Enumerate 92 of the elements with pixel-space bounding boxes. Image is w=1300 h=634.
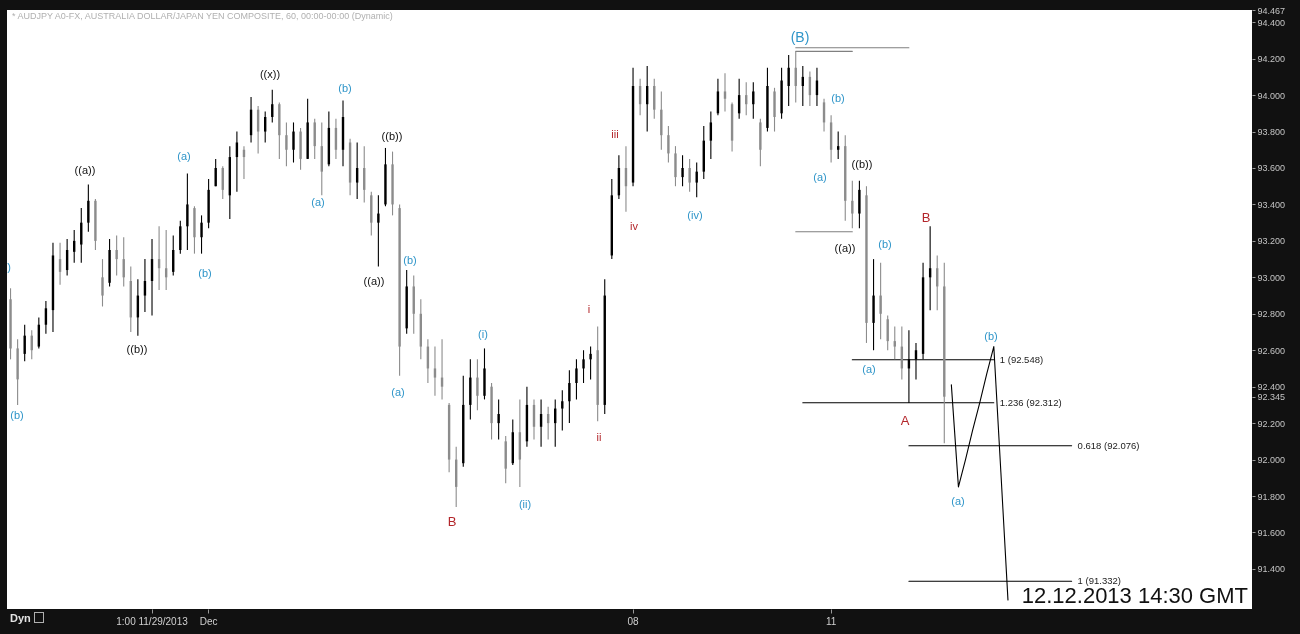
x-tick-label: 1:00 11/29/2013 [116, 615, 189, 627]
y-tick-label: 93.800 [1257, 127, 1286, 138]
text: Dyn [10, 612, 32, 624]
annotation: (b) [338, 82, 352, 94]
candlestick [186, 172, 189, 251]
candlestick [787, 54, 790, 107]
annotation: (i) [478, 328, 488, 340]
candlestick [476, 358, 479, 411]
y-tick-label: 91.800 [1257, 491, 1286, 502]
annotation: ) [7, 261, 11, 273]
candlestick [377, 194, 380, 267]
candlestick [292, 121, 295, 164]
candlestick [391, 151, 394, 216]
annotation: iii [611, 128, 619, 140]
y-tick-label: 92.400 [1257, 382, 1286, 393]
annotation: i [587, 303, 591, 315]
candlestick [497, 398, 500, 441]
annotation: ((a)) [74, 164, 96, 176]
annotation: (B) [790, 29, 810, 45]
annotation: ((b)) [851, 158, 873, 170]
annotation: (a) [391, 386, 405, 398]
y-tick-label: 92.600 [1257, 345, 1286, 356]
candlestick [582, 349, 585, 384]
candlestick [23, 324, 26, 362]
annotation: (a) [311, 196, 325, 208]
y-tick-label: 91.400 [1257, 564, 1286, 575]
candlestick [723, 72, 727, 113]
x-tick-label: Dec [199, 615, 218, 627]
annotation: (ii) [518, 498, 532, 510]
chart-title: * AUDJPY A0-FX, AUSTRALIA DOLLAR/JAPAN YEN COMPOSITE, 60, 00:00-00:00 (Dynamic) [12, 11, 393, 21]
y-tick-label: 92.000 [1257, 455, 1286, 466]
annotation: (a) [862, 363, 876, 375]
annotation: ((b)) [381, 130, 403, 142]
candlestick [179, 220, 182, 255]
annotation: (b) [831, 92, 845, 104]
annotation: (b) [984, 330, 998, 342]
x-tick-label: 08 [627, 615, 640, 627]
series-label: 0.618 (92.076) [1077, 439, 1140, 451]
annotation: ((b)) [126, 343, 148, 355]
candlestick [886, 315, 889, 351]
candlestick [285, 121, 288, 167]
candlestick [433, 346, 437, 397]
candlestick [483, 347, 486, 400]
annotation: iv [630, 220, 639, 232]
candlestick [773, 87, 776, 133]
candlestick [674, 145, 677, 187]
annotation: A [900, 413, 910, 428]
candlestick [214, 158, 217, 187]
annotation: (b) [878, 238, 892, 250]
annotation: (b) [403, 254, 417, 266]
candlestick [893, 325, 896, 360]
annotation: (a) [813, 171, 827, 183]
annotation: ((a)) [363, 275, 385, 287]
series-label: 1.236 (92.312) [999, 396, 1062, 408]
candlestick [101, 258, 104, 308]
annotation: B [921, 210, 931, 225]
annotation: B [447, 514, 457, 529]
series-label: 1 (92.548) [999, 353, 1044, 365]
candlestick [575, 358, 578, 400]
y-tick-label: 93.600 [1257, 163, 1286, 174]
candlestick [200, 214, 203, 255]
candlestick [879, 262, 882, 340]
y-tick-label: 93.400 [1257, 199, 1286, 210]
y-tick-label: 93.000 [1257, 272, 1286, 283]
annotation: (iv) [687, 209, 703, 221]
y-tick-label: 94.400 [1257, 17, 1286, 28]
annotation: (a) [177, 150, 191, 162]
annotation: ii [596, 431, 602, 443]
annotation: ((x)) [259, 68, 281, 80]
y-tick-label: 94.200 [1257, 54, 1286, 65]
y-tick-label: 94.467 [1257, 5, 1286, 16]
x-tick-label: 11 [825, 615, 837, 627]
candlestick [851, 180, 854, 229]
candlestick [858, 180, 861, 229]
y-tick-label: 92.345 [1257, 392, 1286, 403]
candlestick [87, 183, 90, 233]
y-tick-label: 91.600 [1257, 527, 1286, 538]
candlestick [589, 346, 592, 380]
candlestick [688, 158, 691, 193]
candlestick [568, 369, 571, 424]
candlestick [667, 125, 670, 164]
annotation: (b) [198, 267, 212, 279]
y-tick-label: 92.200 [1257, 418, 1286, 429]
candlestick [115, 234, 118, 277]
y-tick-label: 93.200 [1257, 236, 1286, 247]
annotation: ((a)) [834, 242, 856, 254]
annotation: (b) [10, 409, 24, 421]
y-tick-label: 92.800 [1257, 309, 1286, 320]
annotation: (a) [951, 495, 965, 507]
candlestick [561, 389, 564, 431]
y-tick-label: 94.000 [1257, 90, 1286, 101]
candlestick [681, 154, 684, 187]
